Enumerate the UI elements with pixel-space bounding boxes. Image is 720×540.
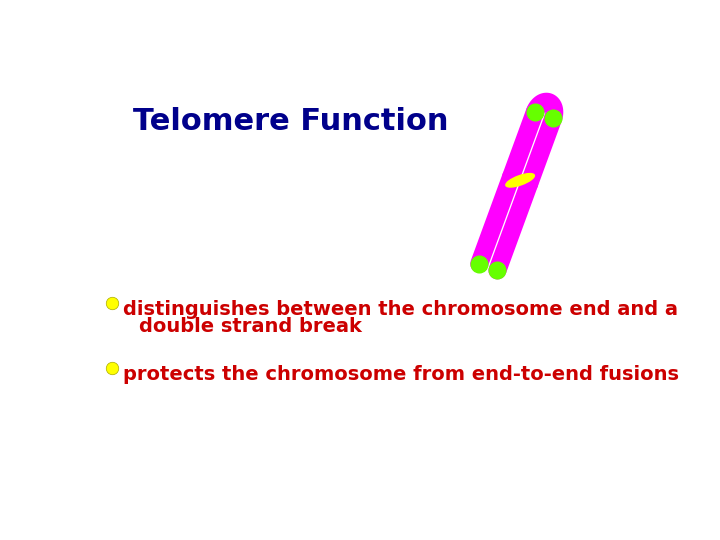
Text: distinguishes between the chromosome end and a: distinguishes between the chromosome end… <box>123 300 678 319</box>
Text: protects the chromosome from end-to-end fusions: protects the chromosome from end-to-end … <box>123 365 680 384</box>
Text: Telomere Function: Telomere Function <box>132 107 448 136</box>
Text: double strand break: double strand break <box>139 316 361 335</box>
Ellipse shape <box>506 173 534 187</box>
